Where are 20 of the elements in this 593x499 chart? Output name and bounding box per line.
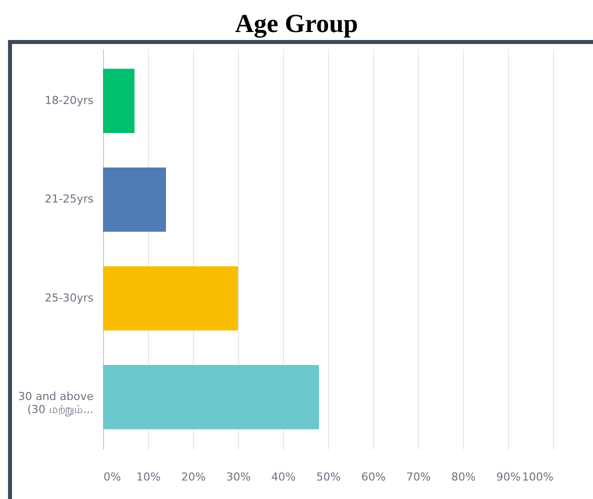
y-tick-label: 18-20yrs (44, 94, 94, 107)
x-tick-label: 70% (406, 470, 431, 484)
x-tick-label: 60% (361, 470, 386, 484)
x-tick-label: 100% (522, 470, 554, 484)
x-tick-label: 30% (226, 470, 251, 484)
bar (103, 365, 319, 430)
x-tick-label: 20% (181, 470, 206, 484)
x-tick-label: 40% (271, 470, 296, 484)
bar (103, 168, 166, 232)
x-tick-label: 80% (451, 470, 476, 484)
x-tick-label: 0% (104, 470, 121, 484)
x-tick-label: 10% (136, 470, 161, 484)
bar (103, 68, 134, 133)
y-tick-label: 30 and above (30 மற்றும்... (18, 390, 94, 416)
x-tick-label: 50% (316, 470, 341, 484)
y-tick-label: 21-25yrs (44, 192, 94, 206)
chart-title: Age Group (234, 8, 360, 40)
bar (103, 266, 238, 330)
x-tick-label: 90% (496, 470, 521, 484)
y-tick-label: 25-30yrs (44, 291, 94, 304)
